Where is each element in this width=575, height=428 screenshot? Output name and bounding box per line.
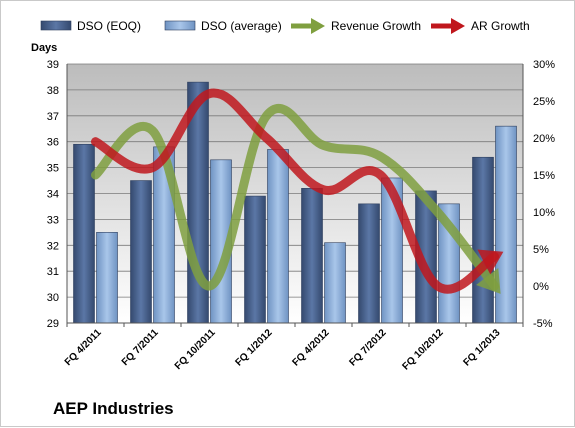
bar-dso-eoq xyxy=(301,188,323,324)
x-tick-label: FQ 1/2013 xyxy=(461,327,502,368)
bar-dso-eoq xyxy=(244,195,266,324)
right-tick-label: -5% xyxy=(533,318,553,330)
legend-revenue-growth-label: Revenue Growth xyxy=(331,19,421,33)
bar-dso-eoq xyxy=(73,143,95,324)
left-tick-label: 34 xyxy=(47,189,59,201)
growth-lines-group xyxy=(91,88,504,294)
left-tick-label: 36 xyxy=(47,137,59,149)
left-tick-label: 33 xyxy=(47,214,59,226)
right-tick-label: 25% xyxy=(533,96,555,108)
right-tick-label: 30% xyxy=(533,59,555,71)
bar-dso-average xyxy=(96,232,118,324)
bar-dso-average xyxy=(495,125,517,324)
bar-dso-eoq xyxy=(358,203,380,324)
legend-dso-average-label: DSO (average) xyxy=(201,19,282,33)
x-tick-label: FQ 10/2012 xyxy=(400,327,445,372)
ar-growth-arrowhead xyxy=(477,249,504,275)
x-tick-label: FQ 4/2012 xyxy=(290,327,331,368)
x-tick-label: FQ 7/2011 xyxy=(120,327,161,368)
legend: DSO (EOQ) DSO (average) Revenue Growth AR G… xyxy=(40,18,530,34)
legend-ar-growth-label: AR Growth xyxy=(471,19,530,33)
legend-dso-eoq-label: DSO (EOQ) xyxy=(77,19,141,33)
axes-group xyxy=(66,64,524,327)
left-tick-label: 31 xyxy=(47,266,59,278)
y-axis-label: Days xyxy=(31,42,57,54)
ar-growth-line xyxy=(91,88,499,294)
left-tick-label: 38 xyxy=(47,85,59,97)
legend-dso-eoq-swatch xyxy=(40,20,72,31)
x-tick-label: FQ 7/2012 xyxy=(347,327,388,368)
x-tick-label: FQ 10/2011 xyxy=(173,327,218,372)
x-tick-label: FQ 1/2012 xyxy=(233,327,274,368)
left-tick-label: 37 xyxy=(47,111,59,123)
right-tick-label: 0% xyxy=(533,281,549,293)
legend-revenue-growth-swatch-head xyxy=(311,18,325,34)
x-tick-label: FQ 4/2011 xyxy=(63,327,104,368)
bar-dso-average xyxy=(324,242,346,324)
bar-dso-eoq xyxy=(472,156,494,324)
revenue-growth-line xyxy=(91,104,499,291)
left-tick-label: 29 xyxy=(47,318,59,330)
legend-dso-average-swatch xyxy=(164,20,196,31)
bar-dso-eoq xyxy=(130,180,152,324)
right-tick-label: 15% xyxy=(533,170,555,182)
left-tick-label: 39 xyxy=(47,59,59,71)
left-tick-label: 30 xyxy=(47,292,59,304)
left-tick-label: 35 xyxy=(47,163,59,175)
right-tick-label: 10% xyxy=(533,207,555,219)
revenue-growth-arrowhead xyxy=(476,267,501,294)
right-tick-label: 20% xyxy=(533,133,555,145)
right-tick-label: 5% xyxy=(533,244,549,256)
bar-dso-average xyxy=(267,149,289,324)
left-tick-label: 32 xyxy=(47,240,59,252)
legend-ar-growth-swatch-head xyxy=(451,18,465,34)
company-title: AEP Industries xyxy=(53,399,174,418)
